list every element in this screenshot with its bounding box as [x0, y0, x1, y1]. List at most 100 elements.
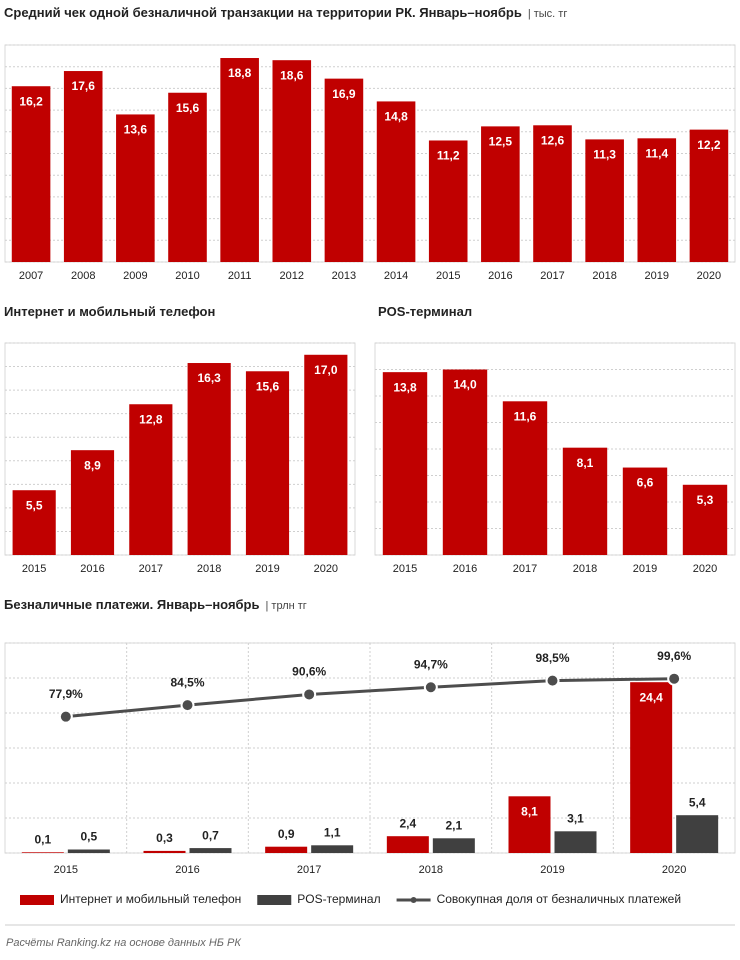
bar: [245, 371, 290, 555]
x-tick-label: 2019: [540, 864, 564, 876]
x-tick-label: 2012: [280, 270, 304, 282]
legend-swatch: [20, 895, 54, 905]
bar: [70, 450, 115, 555]
bar: [21, 852, 64, 853]
bar: [682, 484, 728, 555]
value-label: 24,4: [639, 690, 663, 704]
value-label: 11,2: [437, 149, 460, 163]
source: Расчёты Ranking.kz на основе данных НБ Р…: [6, 937, 241, 949]
value-label: 12,8: [139, 412, 163, 426]
x-tick-label: 2019: [645, 270, 669, 282]
bar: [533, 125, 572, 262]
x-tick-label: 2020: [662, 864, 686, 876]
chart-subtitle: | тыс. тг: [528, 8, 568, 20]
value-label: 16,3: [197, 371, 221, 385]
x-tick-label: 2018: [419, 864, 443, 876]
chart-subtitle: | трлн тг: [266, 600, 307, 612]
x-tick-label: 2017: [513, 563, 537, 575]
value-label: 18,6: [280, 68, 304, 82]
value-label: 16,2: [19, 94, 43, 108]
bar: [324, 78, 364, 262]
value-label: 14,8: [384, 110, 408, 124]
x-tick-label: 2020: [697, 270, 721, 282]
bar: [502, 401, 548, 555]
bar: [428, 140, 468, 262]
value-label: 3,1: [567, 811, 584, 825]
bar: [386, 836, 429, 853]
chart-title: Средний чек одной безналичной транзакции…: [4, 5, 567, 20]
value-label: 84,5%: [170, 675, 204, 689]
bar: [382, 372, 428, 555]
value-label: 0,7: [202, 828, 219, 842]
value-label: 5,4: [689, 795, 706, 809]
bar: [585, 139, 624, 262]
line-marker: [423, 680, 438, 695]
bar: [554, 831, 597, 853]
chart-title: Интернет и мобильный телефон: [4, 304, 215, 319]
legend-label: POS-терминал: [297, 892, 380, 906]
value-label: 13,8: [393, 380, 417, 394]
value-label: 12,5: [489, 135, 513, 149]
chart-title-text: Интернет и мобильный телефон: [4, 304, 215, 319]
bar: [676, 815, 719, 853]
value-label: 12,6: [541, 133, 565, 147]
x-tick-label: 2020: [314, 563, 338, 575]
value-label: 5,3: [697, 493, 714, 507]
value-label: 94,7%: [414, 657, 448, 671]
x-tick-label: 2016: [175, 864, 199, 876]
x-tick-label: 2016: [453, 563, 477, 575]
bar: [63, 71, 103, 262]
bar: [143, 850, 186, 853]
value-label: 8,1: [521, 804, 538, 818]
x-tick-label: 2018: [592, 270, 616, 282]
x-tick-label: 2010: [175, 270, 199, 282]
bar: [689, 129, 729, 262]
value-label: 2,1: [445, 818, 462, 832]
x-tick-label: 2013: [332, 270, 356, 282]
x-tick-label: 2015: [393, 563, 417, 575]
value-label: 16,9: [332, 87, 356, 101]
value-label: 99,6%: [657, 649, 691, 663]
x-tick-label: 2009: [123, 270, 147, 282]
bar: [168, 92, 207, 263]
chart-title: POS-терминал: [378, 304, 472, 319]
bar: [630, 682, 673, 853]
value-label: 12,2: [697, 138, 721, 152]
value-label: 0,5: [80, 830, 97, 844]
line-marker: [667, 671, 682, 686]
x-tick-label: 2011: [228, 270, 252, 282]
value-label: 8,9: [84, 458, 101, 472]
x-tick-label: 2008: [71, 270, 95, 282]
chart-title-text: Средний чек одной безналичной транзакции…: [4, 5, 522, 20]
x-tick-label: 2018: [573, 563, 597, 575]
legend-label: Интернет и мобильный телефон: [60, 892, 241, 906]
x-tick-label: 2017: [297, 864, 321, 876]
value-label: 8,1: [577, 456, 594, 470]
x-tick-label: 2015: [22, 563, 46, 575]
chart-title-text: Безналичные платежи. Январь–ноябрь: [4, 597, 260, 612]
chart-title: Безналичные платежи. Январь–ноябрь | трлн…: [4, 597, 307, 612]
bar: [187, 363, 231, 555]
value-label: 17,0: [314, 363, 338, 377]
value-label: 11,3: [593, 148, 616, 162]
bar: [67, 849, 110, 853]
bar: [311, 845, 354, 853]
line-marker: [545, 673, 560, 688]
bar: [376, 101, 416, 262]
x-tick-label: 2015: [54, 864, 78, 876]
value-label: 11,6: [514, 409, 537, 423]
value-label: 0,9: [278, 827, 295, 841]
bar: [442, 369, 488, 555]
chart-title-text: POS-терминал: [378, 304, 472, 319]
value-label: 90,6%: [292, 665, 326, 679]
value-label: 5,5: [26, 498, 43, 512]
value-label: 0,3: [156, 831, 173, 845]
bar: [12, 490, 56, 555]
bar: [304, 354, 348, 555]
x-tick-label: 2018: [197, 563, 221, 575]
x-tick-label: 2016: [80, 563, 104, 575]
bar: [637, 138, 677, 262]
bar: [272, 60, 312, 262]
x-tick-label: 2015: [436, 270, 460, 282]
